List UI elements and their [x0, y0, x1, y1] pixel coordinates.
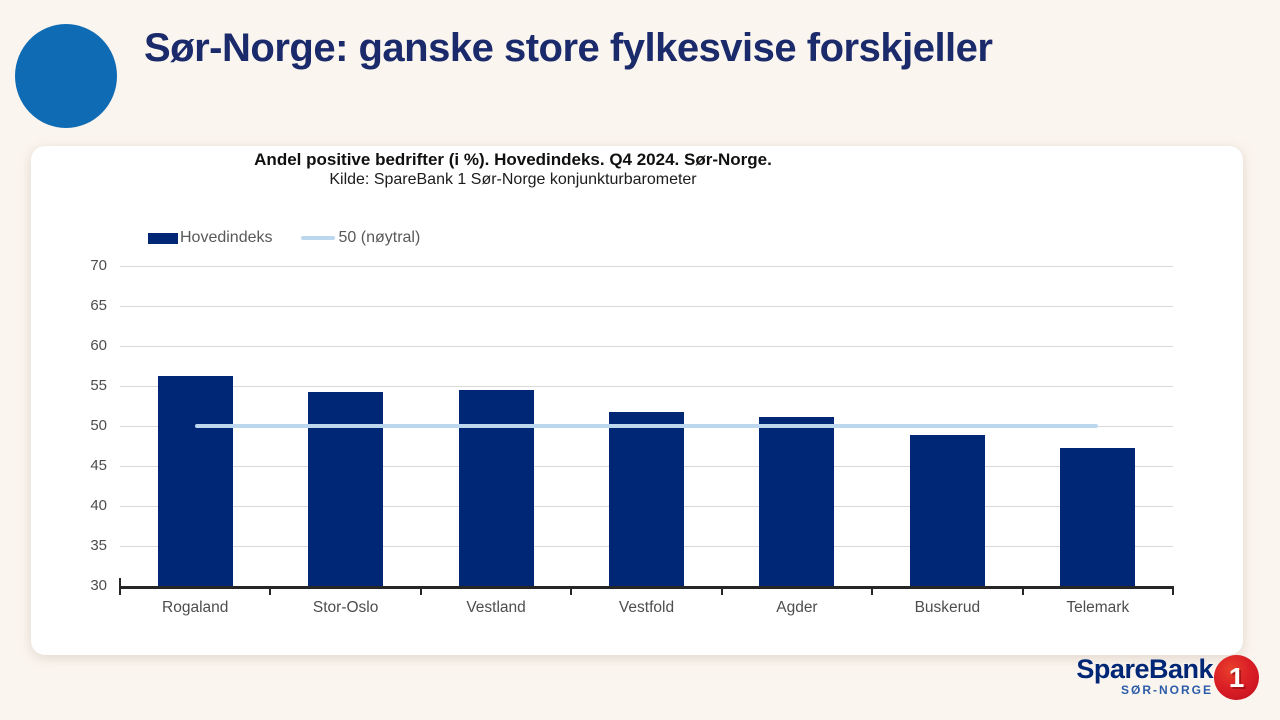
y-tick-label: 45 [90, 457, 107, 474]
x-label-vestland: Vestland [466, 599, 526, 616]
bar-vestland [458, 390, 534, 586]
y-tick-label: 60 [90, 337, 107, 354]
x-axis-tick [871, 589, 874, 595]
x-axis-tick [269, 589, 272, 595]
y-tick-label: 40 [90, 497, 107, 514]
y-tick-label: 70 [90, 257, 107, 274]
x-label-telemark: Telemark [1066, 599, 1130, 616]
gridline-65 [120, 305, 1173, 307]
bar-swatch-icon [148, 232, 178, 244]
x-label-buskerud: Buskerud [914, 599, 981, 616]
y-tick-label: 50 [90, 417, 107, 434]
bar-vestfold [609, 412, 684, 586]
chart-legend: Hovedindeks 50 (nøytral) [148, 228, 420, 248]
y-tick-label: 35 [90, 537, 107, 554]
x-label-agder: Agder [776, 599, 818, 616]
logo-region-text: SØR-NORGE [1120, 683, 1213, 697]
legend-item-ref-line: 50 (nøytral) [300, 229, 421, 247]
x-label-vestfold: Vestfold [618, 599, 675, 616]
legend-label: 50 (nøytral) [338, 229, 421, 246]
legend-item-hovedindeks: Hovedindeks [148, 229, 273, 247]
bar-buskerud [909, 434, 985, 586]
chart-title: Andel positive bedrifter (i %). Hovedind… [254, 150, 772, 169]
x-axis-tick [119, 589, 121, 595]
x-axis-tick [1021, 589, 1024, 595]
y-tick-label: 65 [90, 297, 107, 314]
x-axis-tick [570, 589, 573, 595]
sparebank1-logo: SpareBank SØR-NORGE 1 [1070, 652, 1260, 702]
x-axis-tick [1172, 589, 1174, 595]
gridline-55 [120, 385, 1173, 387]
logo-brand-text: SpareBank [1076, 654, 1213, 684]
bar-telemark [1060, 447, 1136, 586]
x-axis-line [119, 586, 1174, 589]
brand-accent-circle [15, 24, 117, 128]
x-axis-tick [419, 589, 422, 595]
bar-rogaland [157, 375, 233, 586]
page-title: Sør-Norge: ganske store fylkesvise forsk… [144, 26, 993, 70]
x-label-rogaland: Rogaland [162, 599, 229, 616]
gridline-70 [120, 265, 1173, 267]
chart-panel: Andel positive bedrifter (i %). Hovedind… [31, 146, 1243, 655]
legend-label: Hovedindeks [180, 229, 273, 246]
y-axis-stub [119, 578, 121, 586]
sparebank1-emblem-icon: 1 [1214, 655, 1259, 700]
x-label-stor-oslo: Stor-Oslo [312, 599, 379, 616]
neutral-50-line [195, 424, 1098, 428]
plot-area: 30 35 40 45 50 55 60 65 70 Rogaland Stor-Oslo Vestl… [31, 146, 1243, 655]
y-tick-label: 30 [90, 577, 107, 594]
gridline-60 [120, 345, 1173, 347]
line-swatch-icon [300, 236, 335, 240]
chart-subtitle: Kilde: SpareBank 1 Sør-Norge konjunkturb… [329, 171, 697, 188]
y-tick-label: 55 [90, 377, 107, 394]
x-axis-tick [720, 589, 723, 595]
bar-agder [759, 417, 835, 586]
bar-stor-oslo [308, 392, 384, 586]
